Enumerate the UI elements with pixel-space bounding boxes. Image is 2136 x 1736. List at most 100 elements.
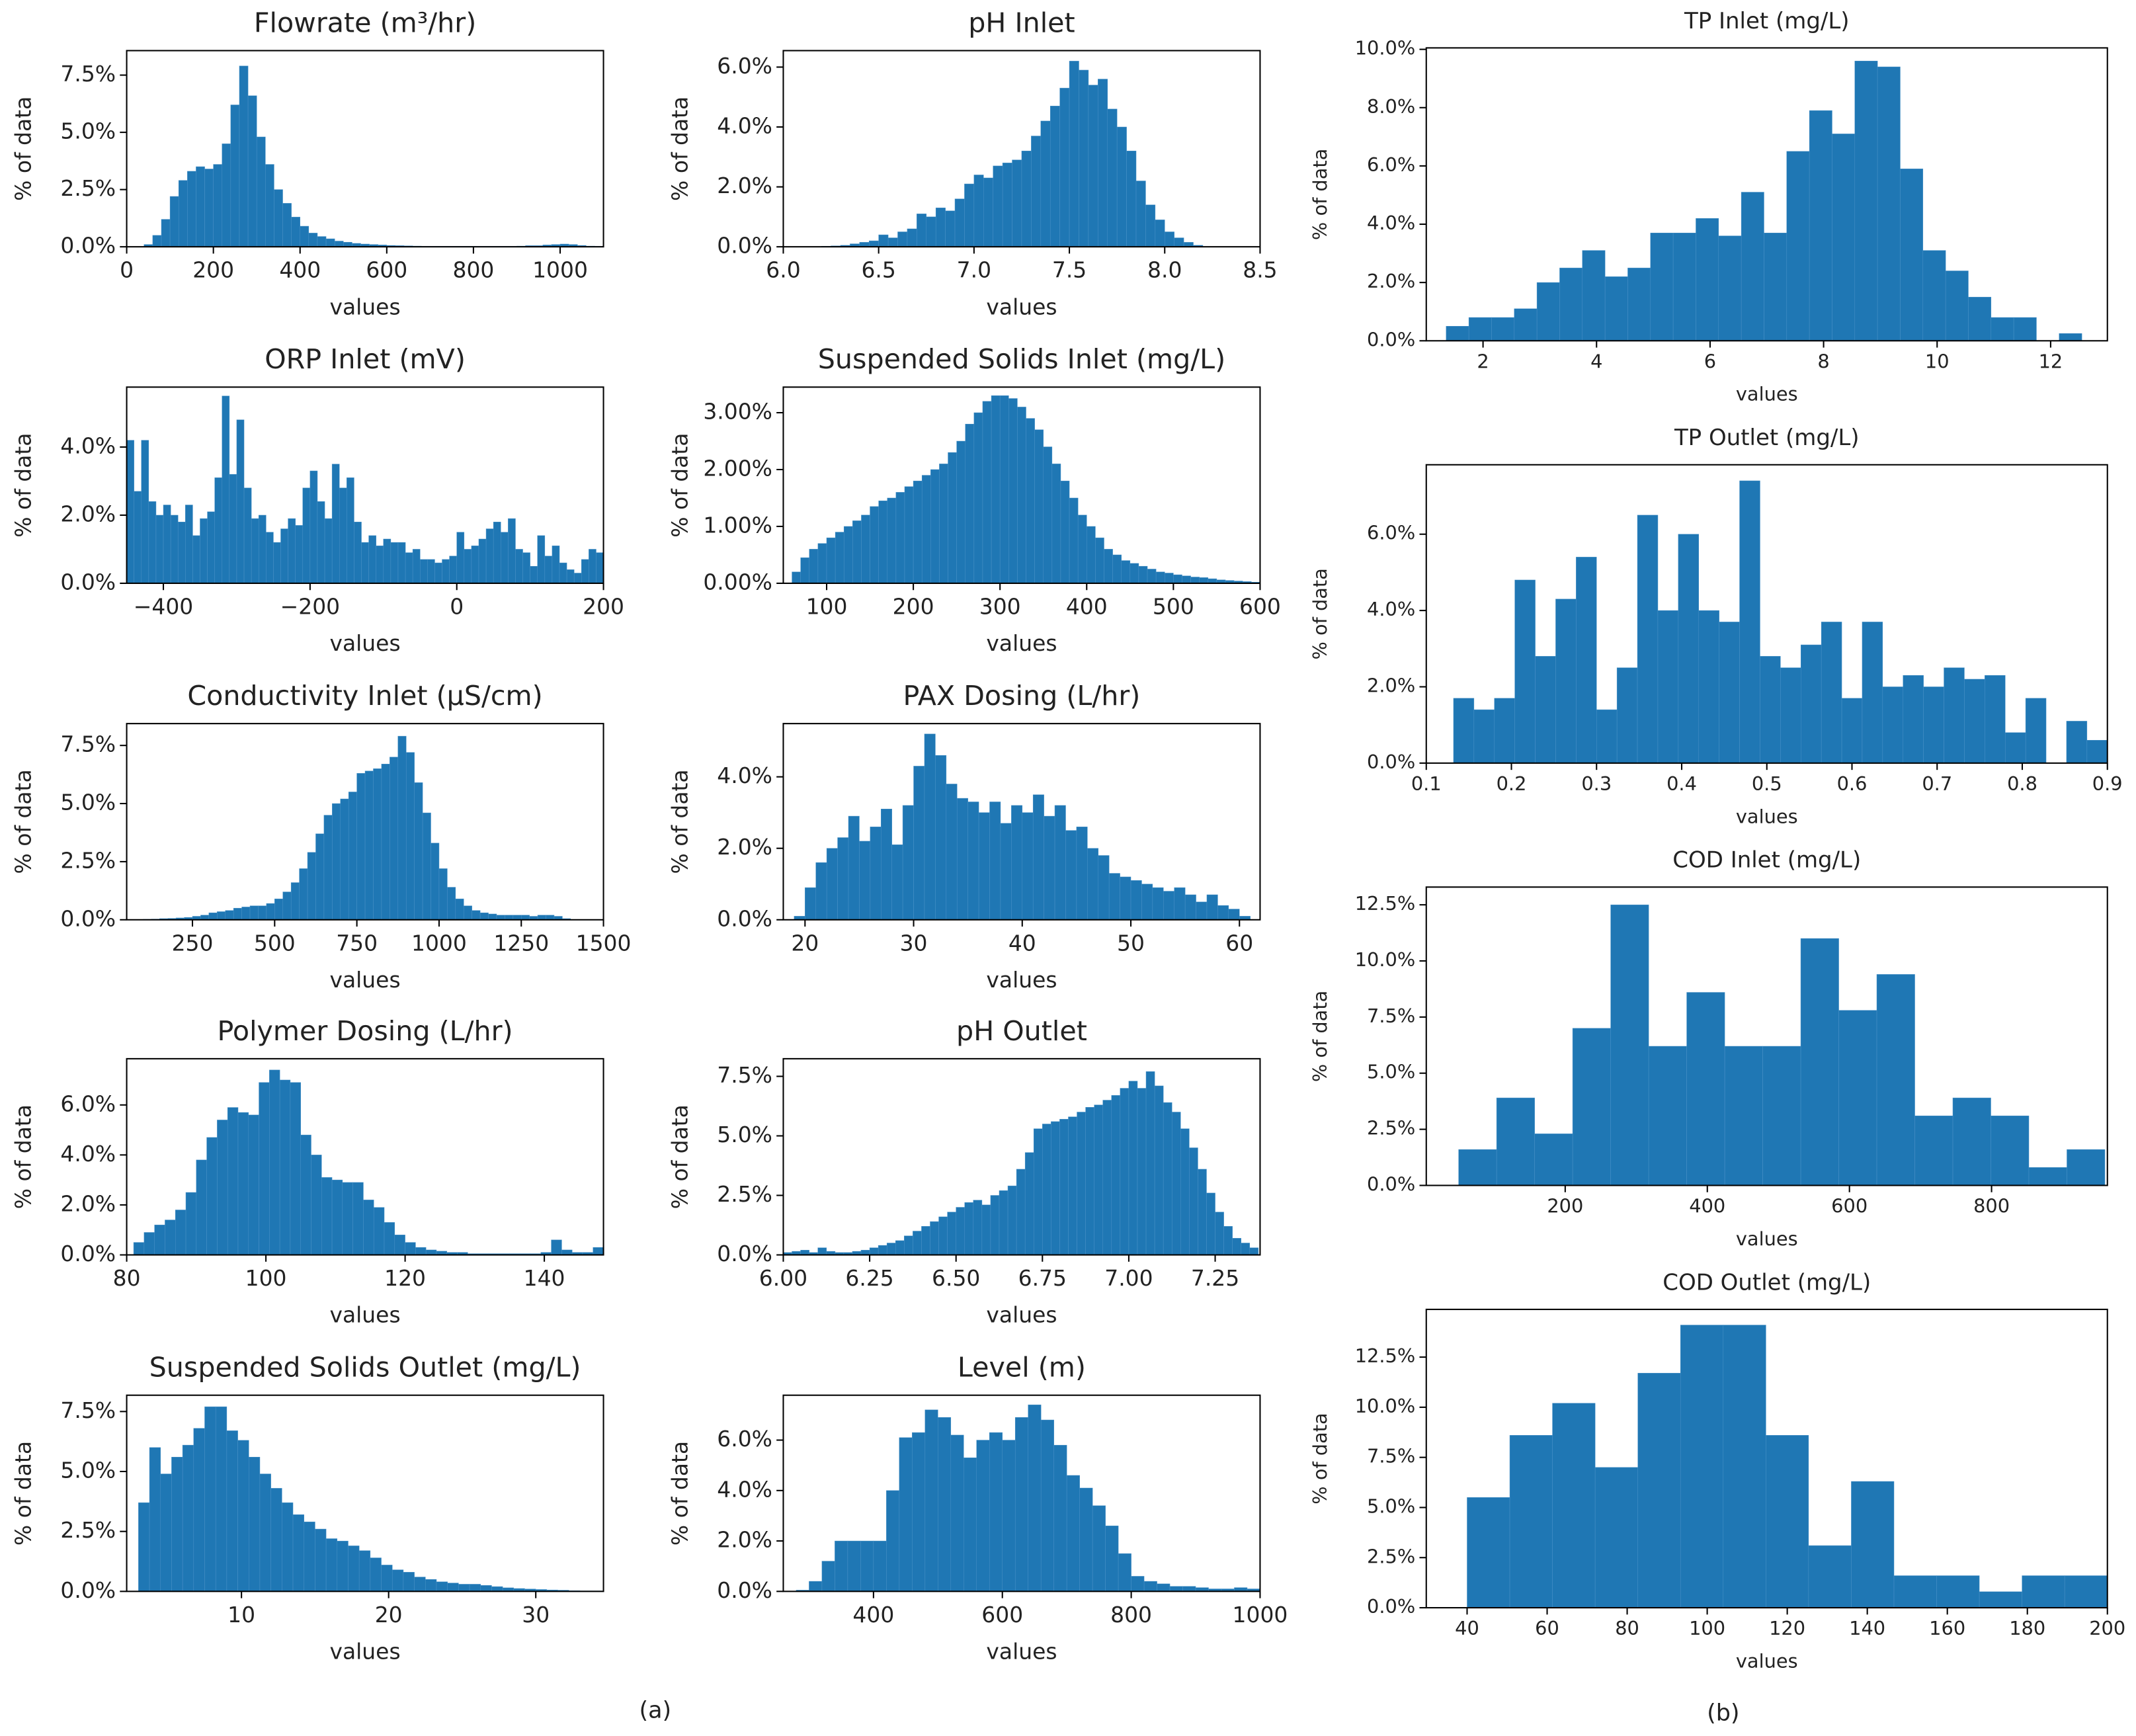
- bar: [304, 1521, 315, 1592]
- x-tick-label: 8: [1817, 350, 1829, 372]
- axes-frame: [126, 386, 604, 585]
- bar: [165, 1219, 176, 1255]
- y-tick-label: 12.5%: [1355, 1344, 1416, 1367]
- x-tick-label: 400: [1689, 1194, 1725, 1217]
- bar: [391, 1569, 404, 1592]
- bar: [1696, 218, 1719, 341]
- bar: [332, 803, 341, 921]
- bar: [1053, 1444, 1067, 1592]
- bar: [835, 532, 844, 584]
- y-tick-label: 7.5%: [1367, 1445, 1415, 1467]
- y-tick-label: 0.0%: [717, 1577, 772, 1603]
- bar: [2067, 1149, 2106, 1186]
- bar: [265, 164, 274, 247]
- bar: [501, 532, 509, 584]
- axes-frame: [782, 1057, 1261, 1256]
- x-tick-label: 10: [1925, 350, 1950, 372]
- x-tick-label: 100: [1689, 1617, 1725, 1639]
- x-axis-label: values: [986, 1639, 1057, 1665]
- bar: [177, 522, 186, 584]
- y-tick-label: 12.5%: [1355, 892, 1416, 915]
- bar: [1042, 1124, 1051, 1255]
- x-tick-label: 1000: [1233, 1602, 1288, 1628]
- bar: [280, 528, 288, 584]
- bar: [126, 440, 134, 584]
- bar: [1650, 232, 1674, 341]
- bar: [258, 515, 267, 584]
- bar: [848, 815, 860, 921]
- y-axis-label: % of data: [667, 1441, 692, 1546]
- bar: [1582, 250, 1606, 341]
- x-axis-label: values: [1736, 1649, 1798, 1672]
- y-axis-label: % of data: [1309, 991, 1331, 1082]
- bar: [215, 1406, 227, 1592]
- bar: [982, 401, 992, 584]
- y-tick-label: 10.0%: [1355, 948, 1416, 971]
- x-tick-label: 400: [852, 1602, 894, 1628]
- x-tick-label: 400: [1066, 594, 1108, 620]
- bar: [2013, 317, 2037, 341]
- bar: [1698, 610, 1719, 764]
- bar: [1680, 1325, 1724, 1608]
- bar: [381, 764, 390, 921]
- histogram-panel: 100 200 300 400 500 600 0.00% 1.00% 2.00% 3.00% Su…: [667, 343, 1280, 656]
- bar: [259, 1473, 271, 1592]
- bar: [895, 1240, 905, 1255]
- bar: [1952, 1097, 1991, 1186]
- y-tick-label: 0.0%: [60, 905, 116, 931]
- bar: [1596, 709, 1618, 764]
- bar: [315, 1528, 327, 1592]
- bar: [1002, 1440, 1016, 1592]
- bar: [208, 912, 218, 921]
- x-tick-label: 2: [1477, 350, 1489, 372]
- bar: [405, 1242, 416, 1255]
- x-tick-label: 200: [583, 594, 624, 620]
- bar: [249, 905, 259, 921]
- bar: [1182, 1586, 1196, 1592]
- bar: [1069, 61, 1079, 247]
- bar: [1116, 126, 1127, 247]
- bar: [1509, 1435, 1553, 1608]
- chart-title: Level (m): [958, 1352, 1086, 1384]
- bar: [2059, 333, 2082, 341]
- bar: [308, 233, 318, 247]
- bar: [1007, 1185, 1017, 1255]
- bar: [912, 1432, 926, 1592]
- bar: [1968, 296, 1992, 341]
- bar: [1741, 192, 1764, 341]
- bar: [161, 219, 171, 247]
- bar: [1223, 1226, 1233, 1255]
- x-tick-label: 60: [1535, 1617, 1559, 1639]
- bar: [881, 809, 892, 921]
- y-tick-label: 2.0%: [60, 501, 116, 526]
- y-tick-label: 6.0%: [1367, 522, 1415, 544]
- bar: [337, 1540, 349, 1592]
- y-tick-label: 2.5%: [1367, 1545, 1415, 1567]
- x-tick-label: 500: [254, 930, 296, 956]
- bar: [1249, 1247, 1259, 1255]
- chart-title: Suspended Solids Outlet (mg/L): [149, 1352, 581, 1384]
- bar: [2086, 740, 2108, 764]
- bar: [530, 565, 538, 584]
- bar: [956, 440, 966, 584]
- bar: [1232, 1238, 1241, 1255]
- bar: [965, 423, 975, 584]
- y-tick-label: 5.0%: [717, 1122, 772, 1147]
- bar: [274, 898, 284, 921]
- bar: [274, 189, 283, 247]
- bar: [843, 526, 853, 584]
- bar: [1922, 250, 1946, 341]
- bar: [480, 1585, 492, 1592]
- bar: [939, 464, 948, 584]
- bar: [342, 1182, 353, 1255]
- bar: [1051, 1121, 1060, 1255]
- bar: [403, 1572, 415, 1592]
- bar: [1118, 1553, 1131, 1592]
- bar: [861, 515, 870, 584]
- bar: [488, 913, 497, 921]
- bar: [363, 1200, 374, 1255]
- bar: [141, 440, 149, 584]
- bar: [1104, 549, 1113, 584]
- bar: [292, 1514, 304, 1592]
